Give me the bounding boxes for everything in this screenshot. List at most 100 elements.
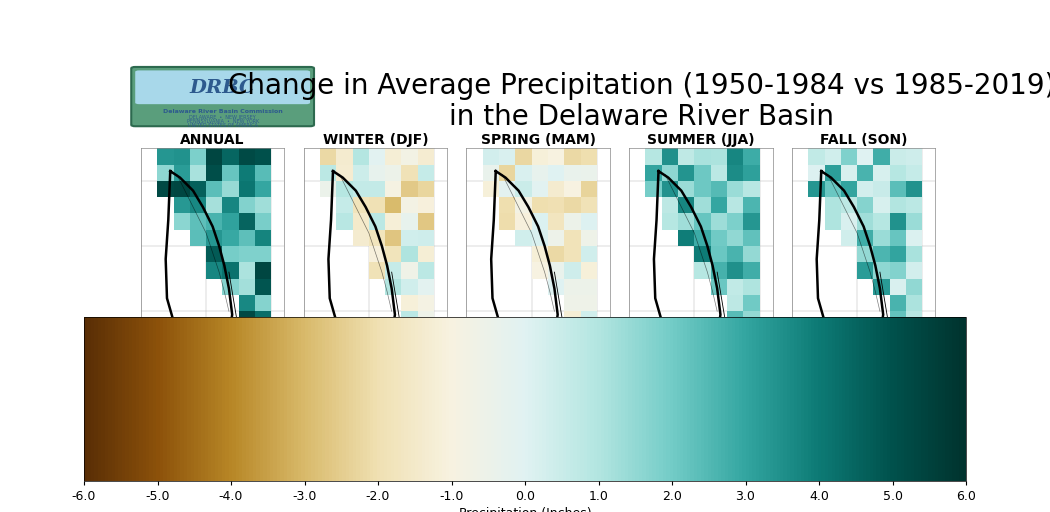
Bar [206, 230, 223, 246]
Bar [531, 148, 548, 164]
Bar [727, 181, 743, 197]
Bar [564, 311, 581, 328]
Bar [206, 246, 223, 262]
Bar [238, 214, 255, 230]
Bar [678, 148, 694, 164]
Bar [743, 181, 759, 197]
Bar [857, 262, 874, 279]
Bar [564, 246, 581, 262]
Bar [889, 246, 906, 262]
Bar [743, 311, 759, 328]
Bar [418, 230, 434, 246]
Bar [808, 148, 824, 164]
Bar [906, 148, 922, 164]
FancyBboxPatch shape [131, 67, 314, 126]
Bar [906, 246, 922, 262]
Bar [223, 230, 238, 246]
Bar [874, 197, 889, 214]
Bar [841, 197, 857, 214]
Bar [418, 295, 434, 311]
Bar [743, 197, 759, 214]
Bar [385, 181, 401, 197]
Text: UNITED STATES OF AMERICA: UNITED STATES OF AMERICA [188, 123, 257, 128]
Bar [223, 148, 238, 164]
Bar [581, 262, 596, 279]
Bar [694, 197, 711, 214]
Bar [190, 164, 206, 181]
Bar [841, 214, 857, 230]
Bar [694, 214, 711, 230]
Bar [906, 230, 922, 246]
Bar [906, 295, 922, 311]
Bar [401, 181, 418, 197]
Bar [874, 181, 889, 197]
Bar [255, 230, 271, 246]
Bar [483, 164, 499, 181]
Bar [841, 148, 857, 164]
Bar [173, 181, 190, 197]
Bar [483, 181, 499, 197]
Bar [531, 164, 548, 181]
Bar [369, 262, 385, 279]
Bar [353, 214, 369, 230]
Bar [418, 164, 434, 181]
Bar [564, 295, 581, 311]
Bar [531, 262, 548, 279]
Bar [857, 214, 874, 230]
Bar [255, 328, 271, 344]
Text: Change in Average Precipitation (1950-1984 vs 1985-2019): Change in Average Precipitation (1950-19… [228, 72, 1050, 99]
Bar [711, 246, 727, 262]
Bar [369, 164, 385, 181]
Bar [173, 214, 190, 230]
Bar [255, 214, 271, 230]
Bar [238, 148, 255, 164]
Bar [711, 181, 727, 197]
Bar [581, 279, 596, 295]
Bar [711, 214, 727, 230]
Bar [401, 311, 418, 328]
Bar [743, 279, 759, 295]
Bar [906, 197, 922, 214]
Bar [190, 214, 206, 230]
Bar [255, 164, 271, 181]
Bar [824, 164, 841, 181]
Bar [694, 230, 711, 246]
Bar [581, 295, 596, 311]
Bar [320, 181, 336, 197]
Bar [841, 164, 857, 181]
Bar [548, 214, 564, 230]
Bar [889, 295, 906, 311]
Bar [727, 295, 743, 311]
Bar [401, 262, 418, 279]
Bar [418, 246, 434, 262]
Bar [808, 164, 824, 181]
Bar [727, 279, 743, 295]
Bar [418, 328, 434, 344]
Bar [385, 230, 401, 246]
Bar [418, 262, 434, 279]
Bar [646, 148, 662, 164]
Bar [564, 262, 581, 279]
Bar [385, 214, 401, 230]
Bar [206, 197, 223, 214]
Bar [889, 279, 906, 295]
Bar [516, 148, 531, 164]
Bar [662, 197, 678, 214]
Bar [158, 181, 173, 197]
Bar [857, 148, 874, 164]
Bar [889, 164, 906, 181]
Bar [743, 230, 759, 246]
Bar [206, 181, 223, 197]
Bar [824, 214, 841, 230]
Bar [336, 164, 353, 181]
Bar [255, 148, 271, 164]
Bar [516, 164, 531, 181]
Bar [711, 262, 727, 279]
Bar [889, 197, 906, 214]
Bar [841, 230, 857, 246]
Text: DRBC: DRBC [190, 79, 255, 97]
Bar [889, 230, 906, 246]
Bar [223, 164, 238, 181]
Bar [190, 181, 206, 197]
Bar [581, 164, 596, 181]
